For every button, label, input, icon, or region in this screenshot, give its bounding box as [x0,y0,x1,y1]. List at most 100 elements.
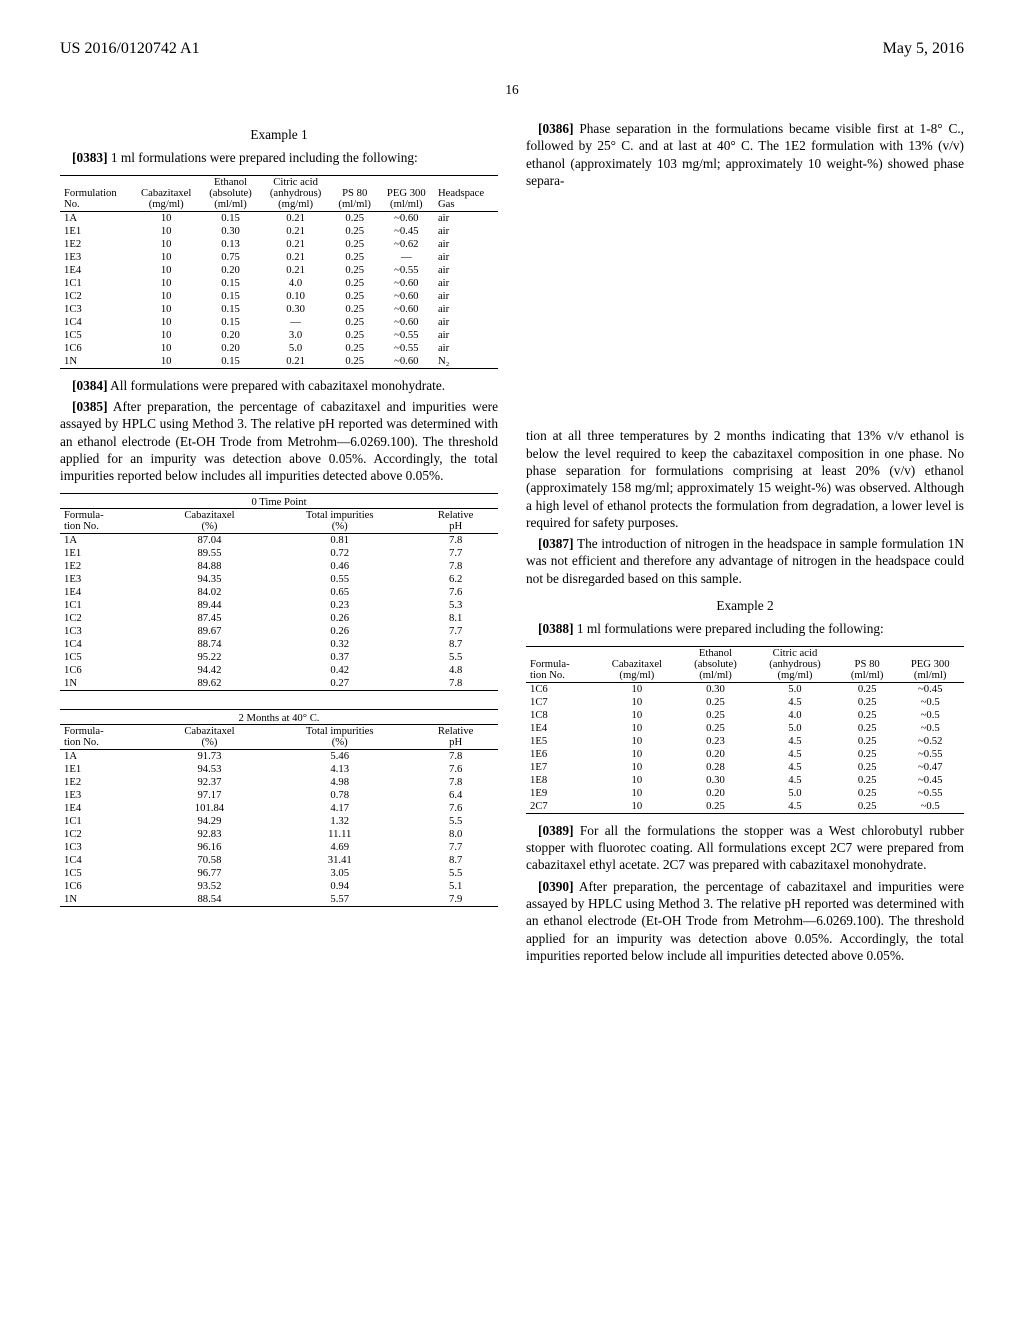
table-cell: 96.77 [153,867,266,880]
table-cell: 0.81 [266,533,413,547]
table-cell: 0.28 [679,761,752,774]
table-cell: 0.78 [266,789,413,802]
table-row: 1E4101.844.177.6 [60,802,498,815]
table-cell: 1C1 [60,277,132,290]
table-cell: 0.15 [201,290,261,303]
table-3-title: 2 Months at 40° C. [60,709,498,724]
table-cell: 1E3 [60,789,153,802]
table-row: 1C3100.150.300.25~0.60air [60,303,498,316]
para-num: [0387] [538,536,574,551]
table-cell: ~0.55 [896,787,964,800]
col-header: Formula-tion No. [526,646,595,682]
table-cell: 0.20 [679,748,752,761]
table-cell: 92.37 [153,776,266,789]
table-cell: air [434,225,498,238]
table-cell: 0.25 [838,774,897,787]
table-cell: 4.13 [266,763,413,776]
table-cell: 7.9 [413,893,498,907]
table-cell: 1C2 [60,612,153,625]
table-cell: 0.25 [679,696,752,709]
table-cell: 0.30 [679,774,752,787]
table-row: 1E6100.204.50.25~0.55 [526,748,964,761]
table-cell: air [434,238,498,251]
table-cell: 96.16 [153,841,266,854]
para-num: [0388] [538,621,574,636]
col-header: Cabazitaxel(mg/ml) [595,646,679,682]
table-cell: 8.0 [413,828,498,841]
table-row: 1C194.291.325.5 [60,815,498,828]
para-text: The introduction of nitrogen in the head… [526,536,964,586]
table-cell: ~0.5 [896,709,964,722]
table-cell: 1C1 [60,599,153,612]
table-cell: 1E8 [526,774,595,787]
table-cell: 10 [595,748,679,761]
table-cell: 94.53 [153,763,266,776]
left-column: Example 1 [0383] 1 ml formulations were … [60,116,498,968]
table-cell: 5.5 [413,651,498,664]
table-row: 1C693.520.945.1 [60,880,498,893]
table-cell: 0.25 [679,800,752,814]
table-cell: 1C6 [60,664,153,677]
table-cell: 0.25 [838,722,897,735]
table-cell: 0.65 [266,586,413,599]
table-cell: 6.4 [413,789,498,802]
table-cell: ~0.52 [896,735,964,748]
time-point-table: Formula-tion No.Cabazitaxel(%)Total impu… [60,508,498,691]
table-cell: air [434,290,498,303]
table-cell: N₂ [434,355,498,369]
table-cell: 95.22 [153,651,266,664]
example-1-title: Example 1 [60,126,498,143]
table-row: 1C292.8311.118.0 [60,828,498,841]
table-cell: 70.58 [153,854,266,867]
table-cell: 7.7 [413,625,498,638]
table-cell: 89.67 [153,625,266,638]
table-cell: 7.6 [413,586,498,599]
table-row: 1E8100.304.50.25~0.45 [526,774,964,787]
para-0387: [0387] The introduction of nitrogen in t… [526,535,964,587]
table-cell: 1E1 [60,225,132,238]
table-cell: 10 [595,696,679,709]
table-cell: 5.0 [752,787,838,800]
table-row: 1C1100.154.00.25~0.60air [60,277,498,290]
table-cell: ~0.55 [896,748,964,761]
table-cell: 0.25 [838,787,897,800]
table-cell: 0.25 [838,709,897,722]
table-cell: air [434,303,498,316]
table-cell: 0.25 [331,303,379,316]
table-cell: 0.25 [331,277,379,290]
col-header: Ethanol(absolute)(ml/ml) [679,646,752,682]
table-row: 1C6100.305.00.25~0.45 [526,682,964,696]
table-cell: air [434,251,498,264]
col-header: PS 80(ml/ml) [838,646,897,682]
table-cell: 1E2 [60,238,132,251]
table-row: 1E5100.234.50.25~0.52 [526,735,964,748]
table-row: 1C389.670.267.7 [60,625,498,638]
col-header: PEG 300(ml/ml) [896,646,964,682]
table-cell: 4.0 [752,709,838,722]
table-cell: 8.7 [413,854,498,867]
table-row: 1E1100.300.210.25~0.45air [60,225,498,238]
para-num: [0384] [72,378,108,393]
table-cell: 2C7 [526,800,595,814]
table-cell: 0.25 [838,761,897,774]
table-cell: 0.20 [679,787,752,800]
table-cell: 0.23 [266,599,413,612]
table-cell: 4.8 [413,664,498,677]
formulation-table-2: Formula-tion No.Cabazitaxel(mg/ml)Ethano… [526,646,964,814]
table-cell: 4.69 [266,841,413,854]
table-row: 1C488.740.328.7 [60,638,498,651]
table-row: 1C8100.254.00.25~0.5 [526,709,964,722]
table-cell: 1E4 [60,586,153,599]
table-cell: 10 [132,303,201,316]
table-row: 1C287.450.268.1 [60,612,498,625]
table-cell: 3.05 [266,867,413,880]
table-row: 1N88.545.577.9 [60,893,498,907]
table-cell: 5.1 [413,880,498,893]
table-cell: 1C6 [60,342,132,355]
table-cell: 1C5 [60,651,153,664]
table-cell: 94.35 [153,573,266,586]
table-cell: — [260,316,330,329]
table-cell: 1C6 [60,880,153,893]
table-row: 1E484.020.657.6 [60,586,498,599]
table-cell: 1N [60,355,132,369]
